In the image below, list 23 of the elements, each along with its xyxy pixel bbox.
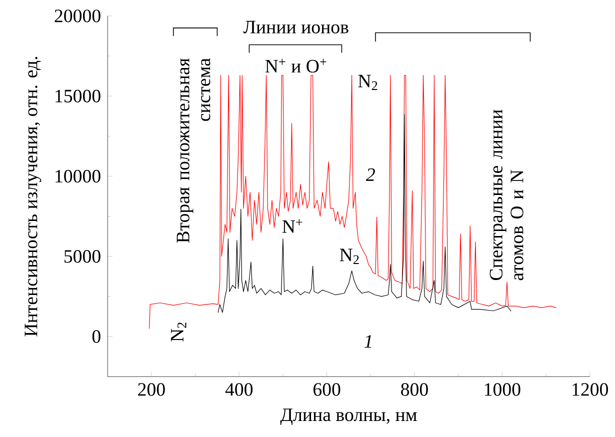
annotation: Спектральные линии атомов O и N: [490, 109, 524, 280]
annotation: N$_{2}$: [171, 322, 186, 342]
annotation: Вторая положительная система: [176, 58, 210, 243]
x-tick-label: 1200: [572, 382, 608, 396]
x-tick-label: 600: [313, 382, 340, 396]
annotation: 1: [364, 334, 372, 348]
x-tick-label: 400: [225, 382, 253, 396]
y-tick-label: 15000: [56, 90, 100, 102]
annotation: 2: [366, 168, 375, 181]
y-tick-label: 10000: [56, 170, 100, 182]
x-tick-label: 800: [401, 382, 428, 396]
annotation: N$_{2}$: [358, 74, 378, 90]
y-tick-label: 0: [92, 330, 100, 343]
annotation: N$_{2}$: [340, 248, 359, 264]
y-tick-label: 20000: [54, 9, 100, 22]
y-axis-title: Интенсивность излучения, отн. ед.: [24, 56, 42, 336]
x-axis-title: Длина волны, нм: [280, 408, 417, 425]
y-tick-label: 5000: [64, 250, 100, 263]
x-tick-label: 200: [138, 382, 165, 396]
x-tick-label: 1000: [484, 382, 520, 396]
annotation: N$^{+}$: [282, 218, 302, 233]
annotation: Линии ионов: [243, 20, 348, 34]
annotation: N$^{+}$ и O$^{+}$: [265, 58, 326, 72]
